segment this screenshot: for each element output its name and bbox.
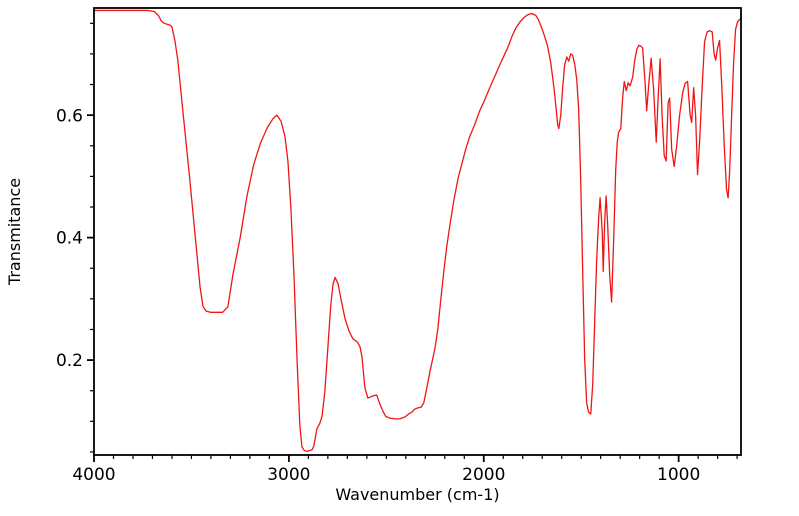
y-axis-title: Transmitance	[5, 178, 24, 286]
y-tick-label: 0.6	[56, 106, 83, 126]
x-tick-label: 1000	[657, 465, 700, 485]
plot-border	[93, 7, 742, 456]
spectrum-line	[93, 9, 742, 452]
x-tick-label: 3000	[267, 465, 310, 485]
x-tick-label: 2000	[462, 465, 505, 485]
y-tick-label: 0.4	[56, 229, 83, 249]
y-tick-label: 0.2	[56, 351, 83, 371]
x-axis-title: Wavenumber (cm-1)	[335, 485, 499, 504]
x-tick-label: 4000	[72, 465, 115, 485]
